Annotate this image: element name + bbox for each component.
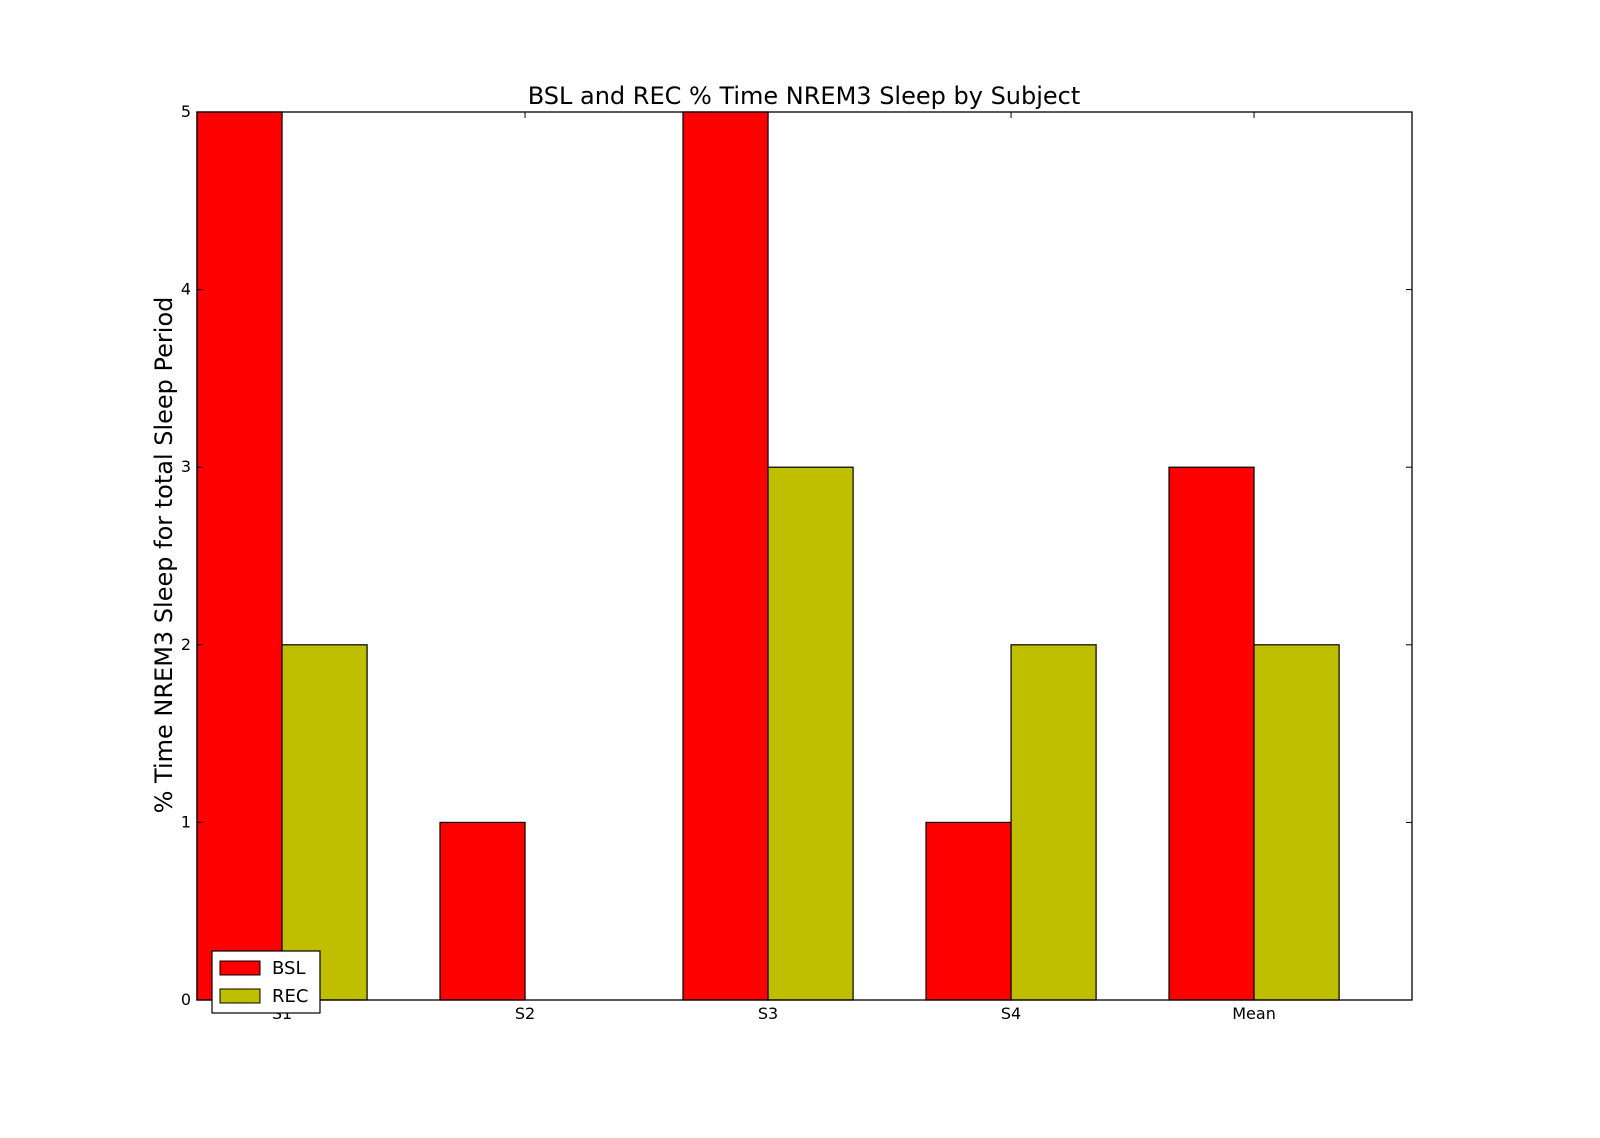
bar-rec-s4 (1010, 644, 1097, 1001)
legend-label-rec: REC (272, 986, 308, 1007)
x-tick-label: S4 (1001, 1004, 1021, 1023)
bars-group (196, 111, 1340, 1001)
y-tick-label: 4 (181, 280, 191, 299)
y-axis-label: % Time NREM3 Sleep for total Sleep Perio… (150, 297, 178, 814)
plot-frame (196, 111, 1413, 1001)
bar-bsl-mean (1168, 466, 1255, 1001)
bar-bsl-s4 (925, 821, 1012, 1001)
y-tick-label: 3 (181, 457, 191, 476)
x-tick-label: S2 (515, 1004, 535, 1023)
x-tick-label: Mean (1232, 1004, 1276, 1023)
chart-title: BSL and REC % Time NREM3 Sleep by Subjec… (528, 82, 1081, 110)
legend-swatch-bsl (219, 960, 261, 976)
legend: BSL REC (211, 950, 321, 1014)
y-tick-label: 2 (181, 635, 191, 654)
legend-label-bsl: BSL (272, 958, 306, 979)
bar-rec-mean (1253, 644, 1340, 1001)
x-tick-label: S3 (758, 1004, 778, 1023)
bar-bsl-s2 (439, 821, 526, 1001)
legend-swatch-rec (219, 988, 261, 1004)
bar-bsl-s3 (682, 111, 769, 1001)
bar-bsl-s1 (196, 111, 283, 1001)
bar-rec-s3 (767, 466, 854, 1001)
y-tick-label: 0 (181, 990, 191, 1009)
bar-rec-s1 (281, 644, 368, 1001)
y-tick-label: 1 (181, 812, 191, 831)
y-tick-label: 5 (181, 102, 191, 121)
